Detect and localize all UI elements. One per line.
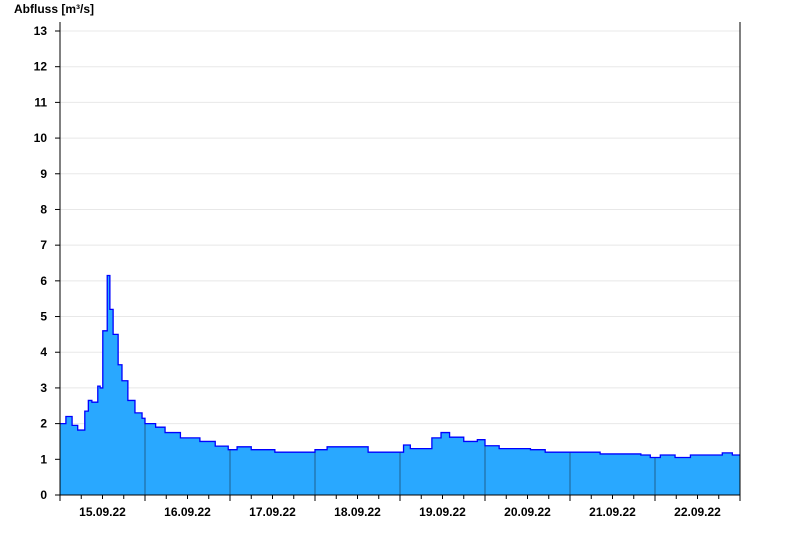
x-tick-label: 19.09.22 <box>419 505 466 519</box>
y-tick-label: 12 <box>34 60 48 74</box>
y-tick-label: 5 <box>40 310 47 324</box>
y-tick-label: 11 <box>34 95 47 109</box>
x-tick-label: 16.09.22 <box>164 505 211 519</box>
y-tick-label: 13 <box>34 24 48 38</box>
y-tick-label: 4 <box>40 345 47 359</box>
x-tick-label: 15.09.22 <box>79 505 126 519</box>
discharge-line <box>60 274 740 459</box>
x-tick-label: 21.09.22 <box>589 505 636 519</box>
y-tick-label: 10 <box>34 131 48 145</box>
y-tick-label: 7 <box>40 238 47 252</box>
discharge-area <box>60 275 740 495</box>
x-tick-label: 20.09.22 <box>504 505 551 519</box>
y-tick-label: 8 <box>40 202 47 216</box>
y-tick-label: 0 <box>40 488 47 502</box>
y-tick-label: 9 <box>40 167 47 181</box>
y-tick-label: 1 <box>40 452 47 466</box>
x-tick-label: 22.09.22 <box>674 505 721 519</box>
x-tick-label: 18.09.22 <box>334 505 381 519</box>
y-tick-label: 2 <box>40 417 47 431</box>
x-tick-label: 17.09.22 <box>249 505 296 519</box>
y-tick-label: 3 <box>40 381 47 395</box>
y-tick-label: 6 <box>40 274 47 288</box>
y-axis-label: Abfluss [m³/s] <box>14 2 94 16</box>
